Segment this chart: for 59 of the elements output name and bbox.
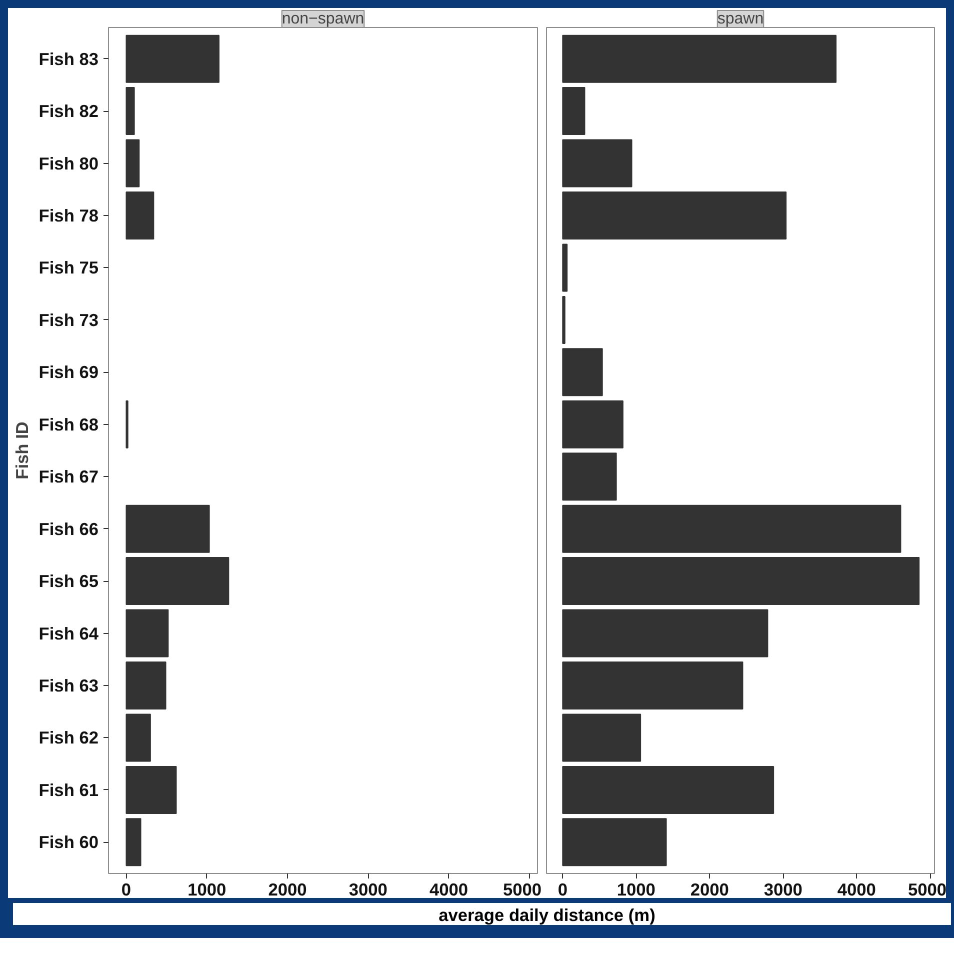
y-tick-label: Fish 78 <box>38 206 99 226</box>
x-axis-title: average daily distance (m) <box>438 904 656 927</box>
y-tick-label: Fish 83 <box>38 48 99 69</box>
y-tick-label: Fish 65 <box>38 571 99 592</box>
bar <box>562 557 920 606</box>
bar <box>562 766 774 814</box>
bar <box>562 452 617 501</box>
bar <box>126 192 154 240</box>
bar <box>562 296 566 344</box>
y-tick-label: Fish 69 <box>38 362 99 382</box>
bar <box>126 139 140 188</box>
bar <box>562 609 768 658</box>
bar <box>562 818 667 866</box>
x-tick-label: 4000 <box>837 880 876 900</box>
x-tick-label: 0 <box>121 880 132 900</box>
bar <box>562 348 603 396</box>
bar <box>562 192 787 240</box>
x-tick-label: 2000 <box>268 880 307 900</box>
y-tick-label: Fish 67 <box>38 466 99 487</box>
bar <box>126 34 220 83</box>
bar <box>126 87 135 136</box>
x-tick-label: 0 <box>558 880 568 900</box>
bar <box>126 504 210 553</box>
bar <box>126 609 169 658</box>
x-tick-label: 5000 <box>908 880 947 900</box>
x-tick-label: 5000 <box>502 880 542 900</box>
y-axis-title: Fish ID <box>12 422 32 480</box>
bar <box>562 662 744 710</box>
chart-title: non−spawn <box>282 10 364 28</box>
y-tick-label: Fish 73 <box>38 310 99 330</box>
y-tick-label: Fish 80 <box>38 153 99 174</box>
y-tick-label: Fish 62 <box>38 728 99 748</box>
bar <box>126 662 166 710</box>
bar <box>562 139 632 188</box>
y-tick-label: Fish 68 <box>38 414 99 434</box>
bar <box>126 766 177 814</box>
x-tick-label: 3000 <box>348 880 388 900</box>
y-tick-label: Fish 82 <box>38 101 99 122</box>
x-tick-label: 4000 <box>430 880 468 900</box>
y-tick-label: Fish 75 <box>38 258 99 278</box>
x-tick-label: 1000 <box>616 880 656 900</box>
y-tick-label: Fish 61 <box>38 780 99 800</box>
x-tick-label: 1000 <box>188 880 226 900</box>
x-tick-label: 3000 <box>764 880 802 900</box>
y-tick-label: Fish 60 <box>38 832 99 852</box>
bar <box>126 714 151 762</box>
bar <box>562 504 902 553</box>
bar <box>562 34 837 83</box>
x-tick-label: 2000 <box>690 880 729 900</box>
bar <box>562 400 624 448</box>
y-tick-label: Fish 66 <box>38 518 99 539</box>
y-tick-label: Fish 63 <box>38 676 99 696</box>
bar <box>562 87 586 136</box>
bar <box>126 818 142 866</box>
chart-title: spawn <box>717 10 764 28</box>
bar <box>562 244 568 292</box>
bar <box>126 557 230 606</box>
y-tick-label: Fish 64 <box>38 623 99 644</box>
bar <box>562 714 642 762</box>
